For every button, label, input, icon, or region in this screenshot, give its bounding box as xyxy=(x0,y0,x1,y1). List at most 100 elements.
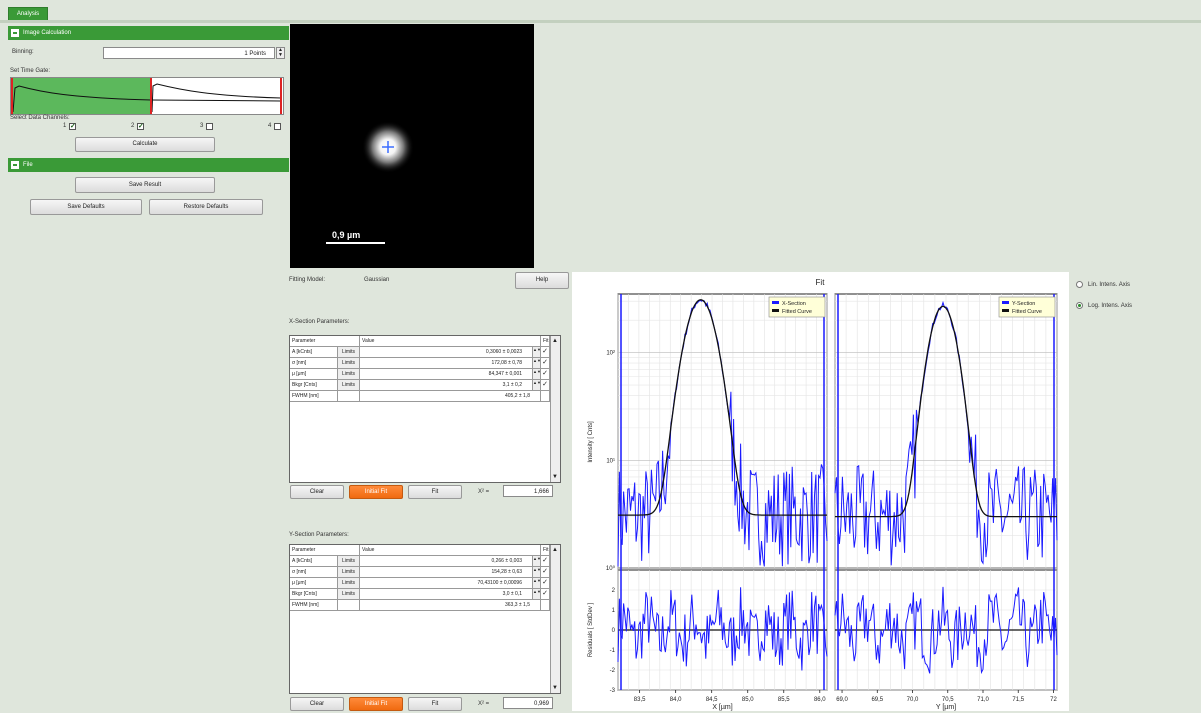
table-row[interactable]: σ [nm] Limits 172,08 ± 0,78 ▲▼ ✓ xyxy=(290,358,560,369)
residual-tick-label: 0 xyxy=(612,628,616,634)
fit-checkbox[interactable]: ✓ xyxy=(541,578,550,588)
table-row[interactable]: Bkgr [Cnts] Limits 3,0 ± 0,1 ▲▼ ✓ xyxy=(290,589,560,600)
limits-empty xyxy=(338,391,360,401)
fit-checkbox[interactable] xyxy=(541,600,550,610)
limits-button[interactable]: Limits xyxy=(338,556,360,566)
table-row[interactable]: A [kCnts] Limits 0,266 ± 0,003 ▲▼ ✓ xyxy=(290,556,560,567)
channel-1-checkbox[interactable]: ✓ xyxy=(69,123,76,130)
x-section-title: X-Section Parameters: xyxy=(289,319,350,325)
lin-intensity-label: Lin. Intens. Axis xyxy=(1088,282,1131,288)
binning-label: Binning: xyxy=(12,49,34,55)
residual-line xyxy=(617,587,828,671)
param-value[interactable]: 154,28 ± 0,63 xyxy=(360,567,533,577)
fitting-model-value[interactable]: Gaussian xyxy=(364,277,390,283)
value-stepper[interactable]: ▲▼ xyxy=(533,567,541,577)
value-stepper[interactable]: ▲▼ xyxy=(533,347,541,357)
fit-checkbox[interactable] xyxy=(541,391,550,401)
time-gate-chart[interactable] xyxy=(10,77,284,115)
calculate-button[interactable]: Calculate xyxy=(75,137,215,152)
param-value[interactable]: 0,266 ± 0,003 xyxy=(360,556,533,566)
limits-button[interactable]: Limits xyxy=(338,589,360,599)
x-tick-label: 85,0 xyxy=(742,697,754,703)
param-value[interactable]: 84,347 ± 0,001 xyxy=(360,369,533,379)
save-defaults-button[interactable]: Save Defaults xyxy=(30,199,142,215)
fit-checkbox[interactable]: ✓ xyxy=(541,380,550,390)
help-button[interactable]: Help xyxy=(515,272,569,289)
value-stepper[interactable]: ▲▼ xyxy=(533,578,541,588)
value-stepper[interactable]: ▲▼ xyxy=(533,358,541,368)
scroll-down-icon[interactable]: ▼ xyxy=(552,474,558,480)
y-initial-fit-button[interactable]: Initial Fit xyxy=(349,697,403,711)
fitting-model-label: Fitting Model: xyxy=(289,277,326,283)
param-name: A [kCnts] xyxy=(290,556,338,566)
table-row[interactable]: μ [μm] Limits 70,43100 ± 0,00096 ▲▼ ✓ xyxy=(290,578,560,589)
limits-button[interactable]: Limits xyxy=(338,380,360,390)
table-row[interactable]: FWHM [nm] 405,2 ± 1,8 xyxy=(290,391,560,402)
table-row[interactable]: σ [nm] Limits 154,28 ± 0,63 ▲▼ ✓ xyxy=(290,567,560,578)
param-value[interactable]: 3,0 ± 0,1 xyxy=(360,589,533,599)
param-value[interactable]: 70,43100 ± 0,00096 xyxy=(360,578,533,588)
channel-2-label: 2 xyxy=(131,123,135,129)
table-row[interactable]: μ [μm] Limits 84,347 ± 0,001 ▲▼ ✓ xyxy=(290,369,560,380)
residual-tick-label: -1 xyxy=(610,648,616,654)
fit-checkbox[interactable]: ✓ xyxy=(541,358,550,368)
limits-button[interactable]: Limits xyxy=(338,567,360,577)
x-fit-button[interactable]: Fit xyxy=(408,485,462,499)
limits-button[interactable]: Limits xyxy=(338,369,360,379)
legend-swatch xyxy=(772,301,779,304)
fit-checkbox[interactable]: ✓ xyxy=(541,589,550,599)
lin-intensity-radio[interactable] xyxy=(1076,281,1083,288)
spot-image xyxy=(326,121,414,244)
scroll-up-icon[interactable]: ▲ xyxy=(552,547,558,553)
x-initial-fit-button[interactable]: Initial Fit xyxy=(349,485,403,499)
value-stepper[interactable]: ▲▼ xyxy=(533,369,541,379)
image-calculation-header[interactable]: Image Calculation xyxy=(8,26,289,40)
channel-3-checkbox[interactable] xyxy=(206,123,213,130)
param-value[interactable]: 405,2 ± 1,8 xyxy=(360,391,541,401)
image-view[interactable]: 0,9 µm xyxy=(290,24,534,268)
param-value[interactable]: 363,3 ± 1,5 xyxy=(360,600,541,610)
channel-2-checkbox[interactable]: ✓ xyxy=(137,123,144,130)
value-stepper[interactable]: ▲▼ xyxy=(533,589,541,599)
binning-stepper[interactable]: ▲ ▼ xyxy=(276,47,285,59)
x-tick-label: 71,5 xyxy=(1012,697,1024,703)
fit-curve-line xyxy=(618,299,827,516)
channel-4-checkbox[interactable] xyxy=(274,123,281,130)
fit-checkbox[interactable]: ✓ xyxy=(541,347,550,357)
x-tick-label: 84,0 xyxy=(670,697,682,703)
table-scrollbar[interactable]: ▲ ▼ xyxy=(550,545,560,693)
log-intensity-radio[interactable] xyxy=(1076,302,1083,309)
x-clear-button[interactable]: Clear xyxy=(290,485,344,499)
limits-button[interactable]: Limits xyxy=(338,358,360,368)
fit-plot-panel[interactable]: Fit Intensity [ Cnts] Residuals [ StdDev ]… xyxy=(572,272,1069,711)
scroll-down-icon[interactable]: ▼ xyxy=(552,685,558,691)
y-section-table[interactable]: Parameter Value Fit A [kCnts] Limits 0,266 ± … xyxy=(289,544,561,694)
column-header: Fit xyxy=(543,545,550,555)
fit-checkbox[interactable]: ✓ xyxy=(541,369,550,379)
table-row[interactable]: Bkgr [Cnts] Limits 3,1 ± 0,2 ▲▼ ✓ xyxy=(290,380,560,391)
channel-1-label: 1 xyxy=(63,123,67,129)
limits-button[interactable]: Limits xyxy=(338,578,360,588)
value-stepper[interactable]: ▲▼ xyxy=(533,556,541,566)
tab-underline xyxy=(0,20,1201,23)
fit-checkbox[interactable]: ✓ xyxy=(541,556,550,566)
param-value[interactable]: 0,3060 ± 0,0023 xyxy=(360,347,533,357)
param-value[interactable]: 172,08 ± 0,78 xyxy=(360,358,533,368)
table-scrollbar[interactable]: ▲ ▼ xyxy=(550,336,560,482)
x-section-table[interactable]: Parameter Value Fit A [kCnts] Limits 0,3060 ±… xyxy=(289,335,561,483)
fit-checkbox[interactable]: ✓ xyxy=(541,567,550,577)
table-row[interactable]: FWHM [nm] 363,3 ± 1,5 xyxy=(290,600,560,611)
collapse-icon[interactable] xyxy=(11,161,19,169)
scroll-up-icon[interactable]: ▲ xyxy=(552,338,558,344)
binning-input[interactable]: 1 Points xyxy=(103,47,275,59)
collapse-icon[interactable] xyxy=(11,29,19,37)
param-value[interactable]: 3,1 ± 0,2 xyxy=(360,380,533,390)
file-header[interactable]: File xyxy=(8,158,289,172)
limits-button[interactable]: Limits xyxy=(338,347,360,357)
y-clear-button[interactable]: Clear xyxy=(290,697,344,711)
save-result-button[interactable]: Save Result xyxy=(75,177,215,193)
value-stepper[interactable]: ▲▼ xyxy=(533,380,541,390)
restore-defaults-button[interactable]: Restore Defaults xyxy=(149,199,263,215)
table-row[interactable]: A [kCnts] Limits 0,3060 ± 0,0023 ▲▼ ✓ xyxy=(290,347,560,358)
y-fit-button[interactable]: Fit xyxy=(408,697,462,711)
